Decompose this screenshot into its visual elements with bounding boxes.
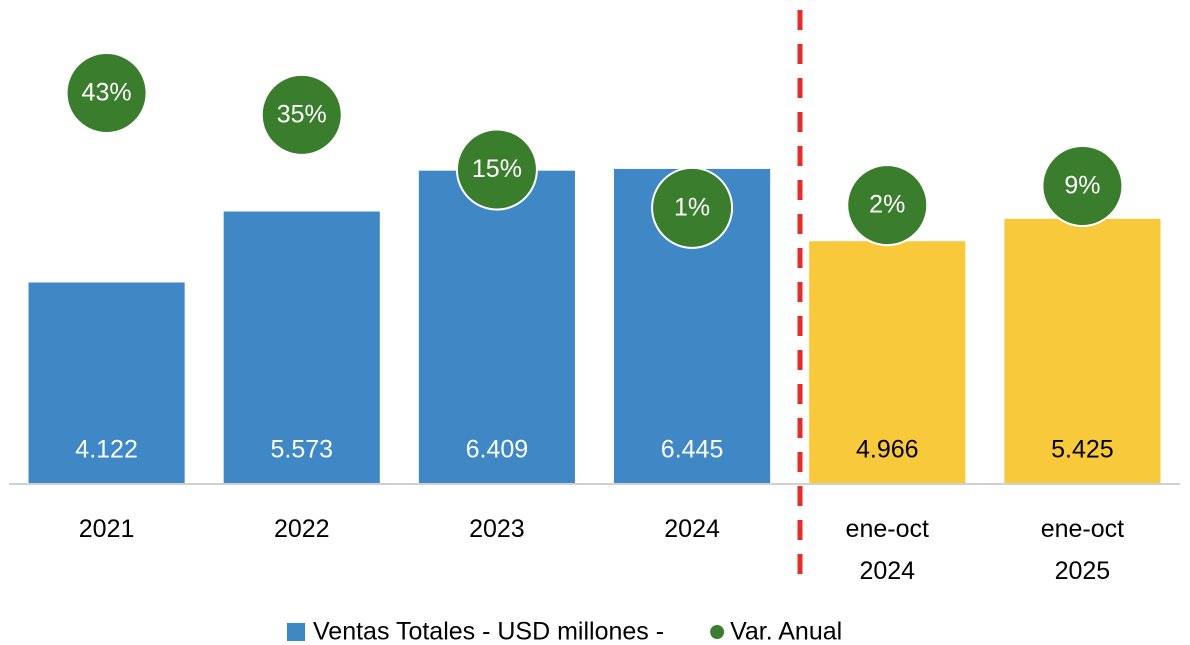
variation-marker: [455, 128, 538, 211]
legend-swatch: [710, 625, 725, 639]
bar-value-label: 4.966: [856, 436, 919, 464]
bar: [418, 170, 575, 484]
variation-label: 15%: [472, 155, 522, 183]
variation-marker: [1041, 144, 1124, 227]
variation-marker: [260, 73, 343, 156]
x-tick-label: 2024: [664, 515, 720, 543]
legend-label: Ventas Totales - USD millones -: [313, 618, 664, 645]
x-tick-label: 2023: [469, 515, 525, 543]
variation-label: 1%: [674, 193, 710, 221]
x-tick-label: ene-oct 2024: [845, 515, 929, 585]
variation-label: 2%: [869, 191, 905, 219]
x-tick-label: 2021: [78, 515, 135, 543]
variation-marker: [846, 164, 929, 247]
legend-swatch: [287, 623, 305, 641]
bar: [223, 211, 380, 484]
bar: [28, 282, 185, 484]
legend-label: Var. Anual: [730, 618, 842, 645]
bar-value-label: 4.122: [75, 436, 138, 464]
variation-marker: [651, 166, 734, 249]
x-tick-label: ene-oct 2025: [1040, 515, 1125, 585]
bar-value-label: 5.573: [270, 436, 333, 464]
bar: [1004, 218, 1161, 484]
bar-value-label: 5.425: [1051, 436, 1114, 464]
x-tick-label: 2022: [273, 515, 330, 543]
bar: [809, 241, 966, 484]
variation-label: 9%: [1064, 172, 1100, 200]
bar-value-label: 6.445: [661, 436, 724, 464]
variation-label: 43%: [82, 79, 132, 107]
bar-value-label: 6.409: [466, 436, 529, 464]
variation-marker: [65, 51, 148, 134]
variation-label: 35%: [277, 100, 327, 128]
